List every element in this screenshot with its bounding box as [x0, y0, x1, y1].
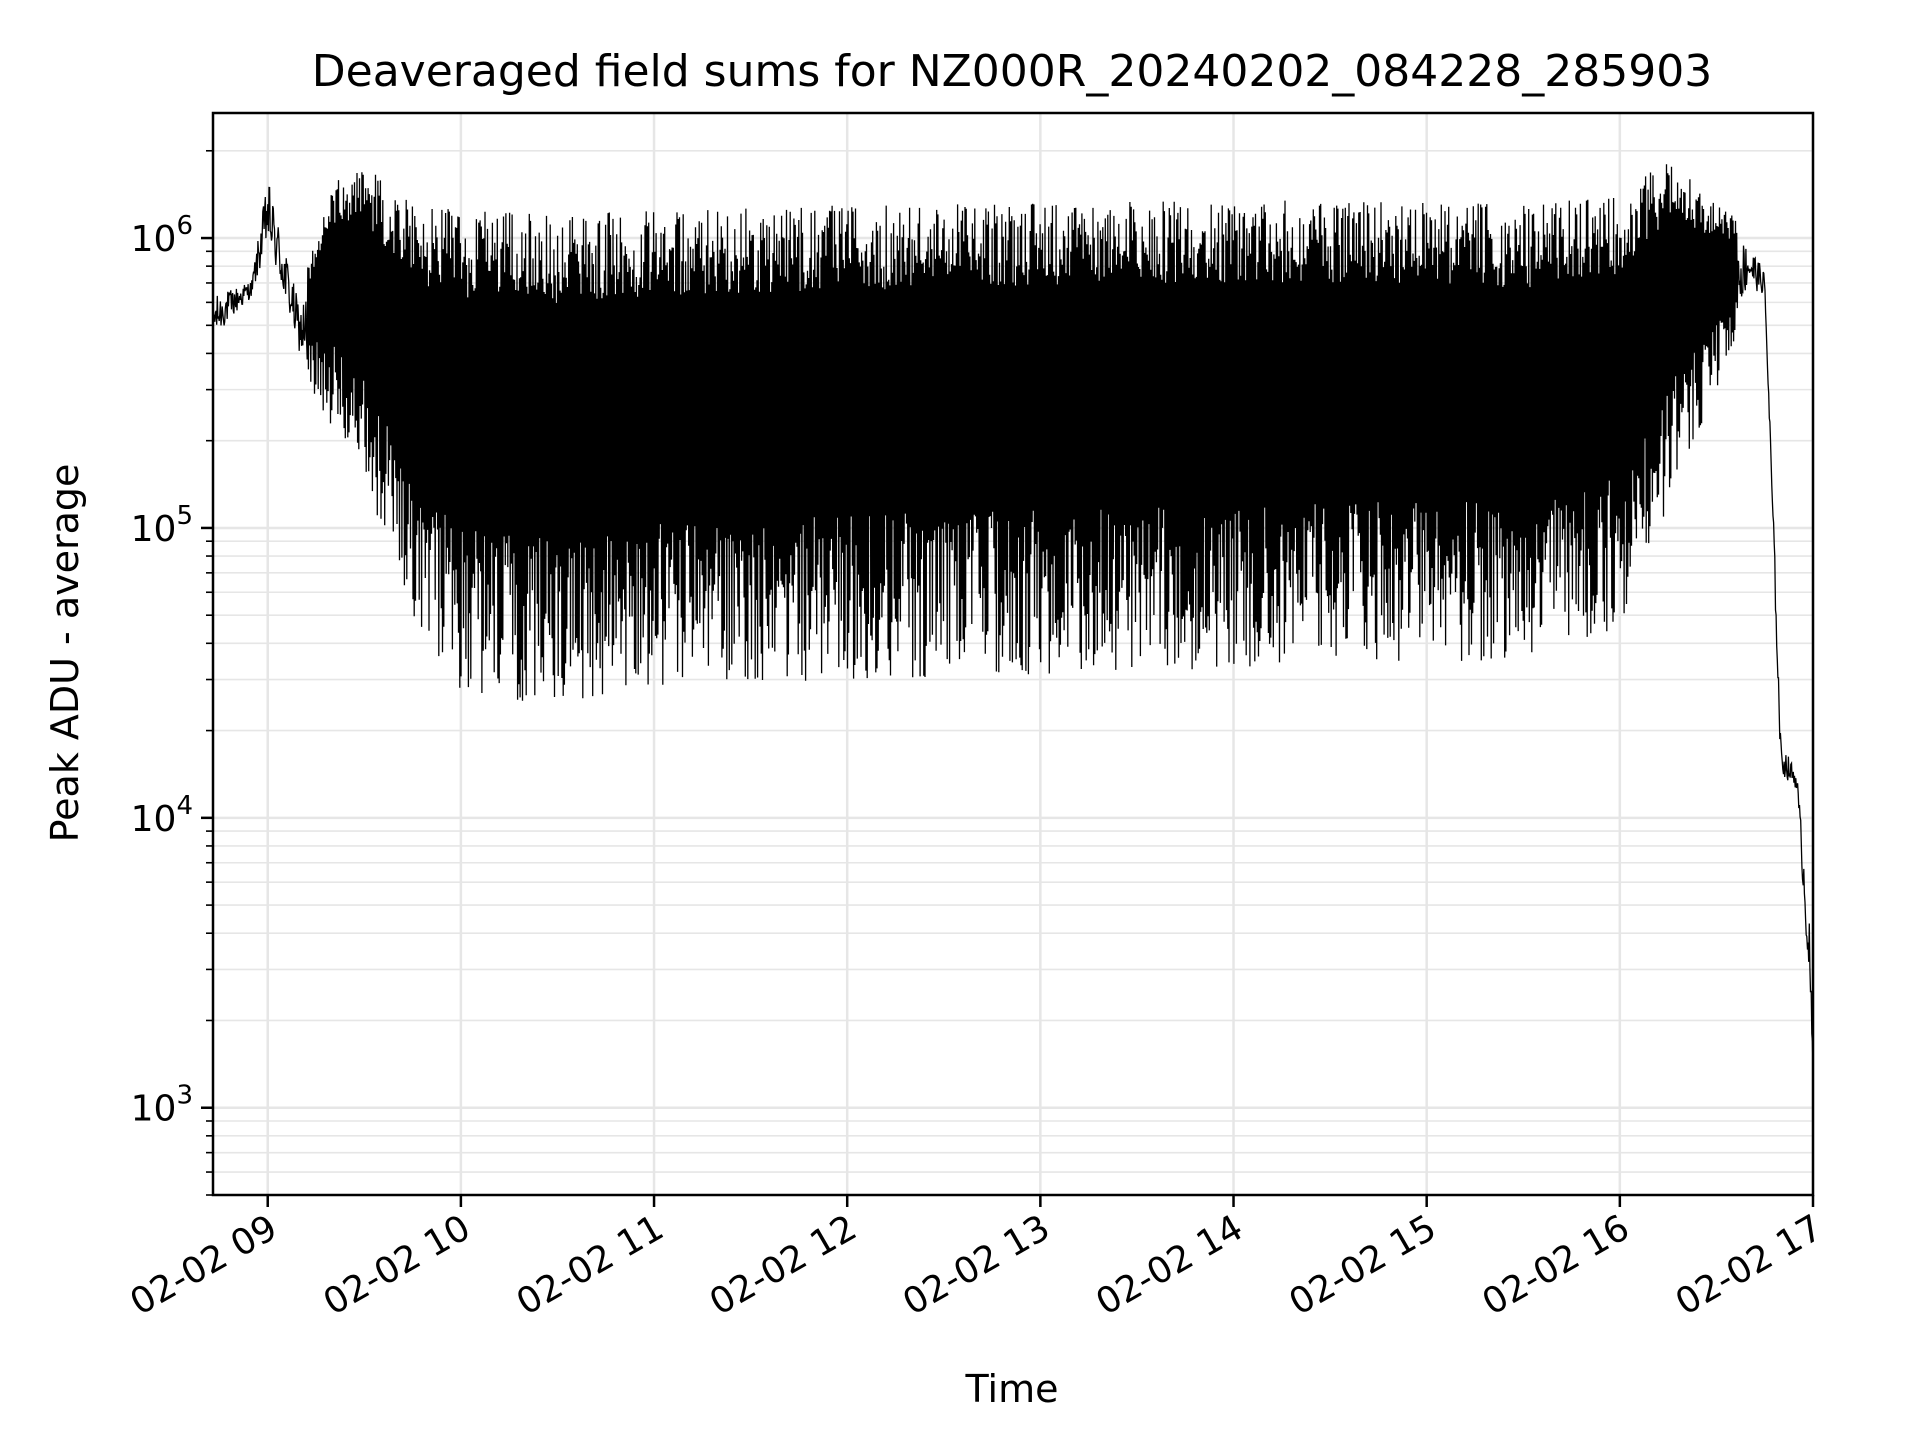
y-tick-label: 105	[131, 501, 193, 550]
data-series	[212, 164, 1814, 1070]
series-line	[212, 164, 1814, 1070]
y-axis: 103 104 105 106	[131, 149, 213, 1196]
y-tick-label: 106	[131, 211, 193, 260]
y-tick-label: 103	[131, 1081, 193, 1130]
y-tick-label: 104	[131, 791, 193, 840]
x-axis-label: Time	[965, 1367, 1059, 1411]
y-axis-label: Peak ADU - average	[43, 464, 87, 843]
chart-title: Deaveraged field sums for NZ000R_2024020…	[312, 46, 1712, 97]
plot-frame	[211, 111, 1815, 1197]
